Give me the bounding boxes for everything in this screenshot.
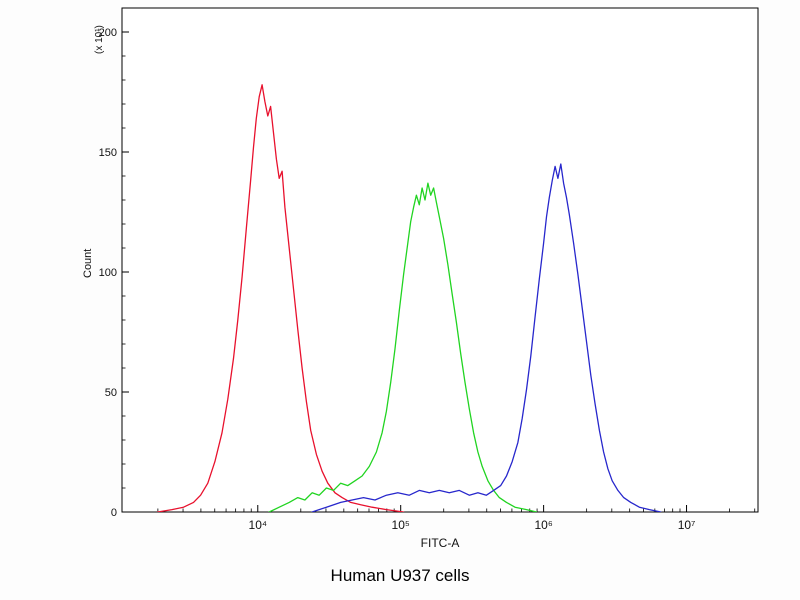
svg-text:10⁶: 10⁶ xyxy=(534,518,552,532)
flow-histogram-svg: 0 50 100 150 200 10⁴ 10⁵ 10⁶ 10⁷ xyxy=(99,7,759,532)
svg-text:10⁴: 10⁴ xyxy=(249,518,268,532)
svg-text:50: 50 xyxy=(105,387,117,399)
x-axis-label: FITC-A xyxy=(420,536,460,550)
series-red-peak xyxy=(157,84,405,512)
y-axis-label: Count xyxy=(82,248,94,278)
y-axis-multiplier-label: (x 10¹) xyxy=(94,25,105,54)
svg-text:150: 150 xyxy=(99,147,117,159)
chart-title: Human U937 cells xyxy=(330,566,470,585)
svg-text:10⁵: 10⁵ xyxy=(392,518,410,532)
series-blue-peak xyxy=(311,163,662,512)
series-green-peak xyxy=(268,182,538,512)
svg-text:10⁷: 10⁷ xyxy=(678,518,696,532)
svg-text:100: 100 xyxy=(99,267,117,279)
svg-text:200: 200 xyxy=(99,27,117,39)
svg-text:0: 0 xyxy=(111,507,117,519)
